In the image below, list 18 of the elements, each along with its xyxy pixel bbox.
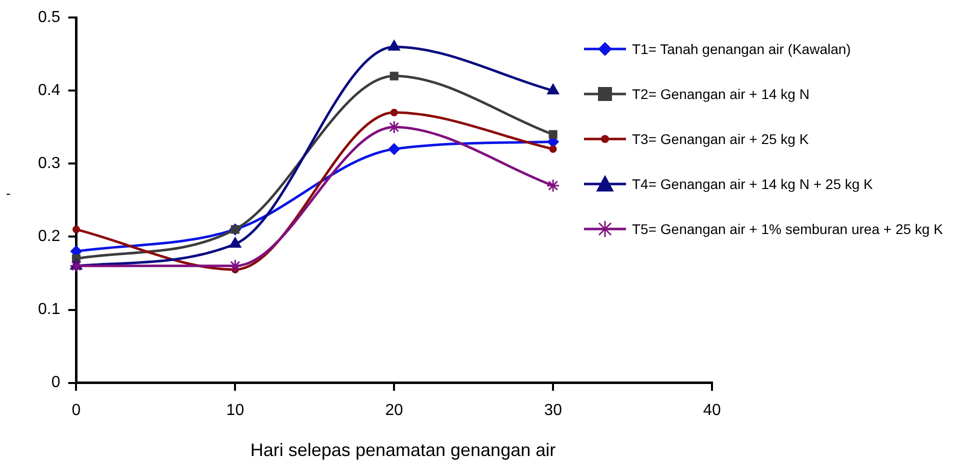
legend-label: T1= Tanah genangan air (Kawalan) — [632, 40, 851, 59]
y-tick-label: 0.5 — [38, 9, 60, 26]
x-tick-label: 30 — [544, 402, 562, 419]
legend-label: T2= Genangan air + 14 kg N — [632, 85, 810, 104]
x-tick-label: 0 — [72, 402, 81, 419]
y-tick-label: 0.2 — [38, 228, 60, 246]
y-tick-label: 0.1 — [38, 301, 60, 318]
x-tick-label: 40 — [703, 402, 721, 419]
y-tick-label: 0.3 — [38, 155, 60, 172]
y-tick-label: 0.4 — [38, 82, 60, 100]
x-tick-label: 10 — [226, 402, 244, 419]
legend-label: T4= Genangan air + 14 kg N + 25 kg K — [632, 175, 873, 194]
legend-label: T3= Genangan air + 25 kg K — [632, 130, 809, 149]
legend-label: T5= Genangan air + 1% semburan urea + 25 kg K — [632, 220, 943, 239]
x-tick-label: 20 — [385, 402, 404, 419]
y-axis-title: - — [6, 185, 11, 201]
x-axis-title: Hari selepas penamatan genangan air — [249, 440, 557, 461]
y-tick-label: 0 — [51, 374, 60, 392]
